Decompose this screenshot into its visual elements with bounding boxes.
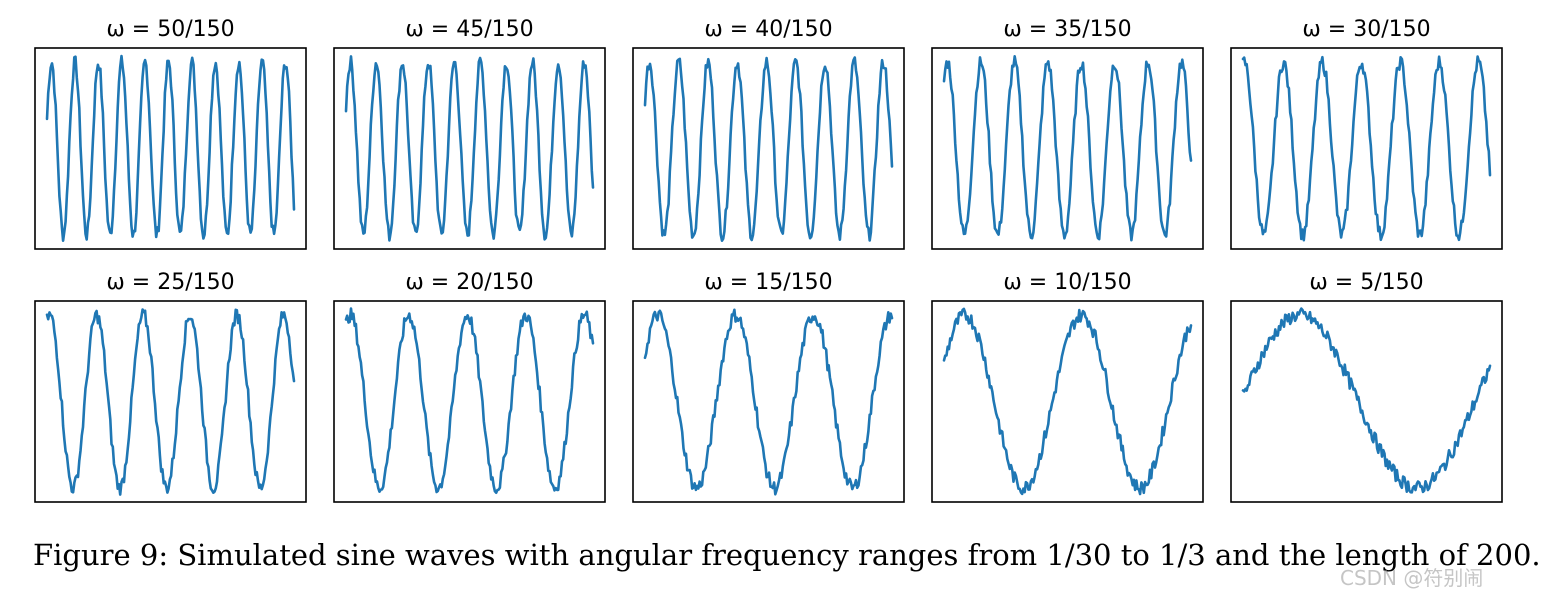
panel-title: ω = 45/150 <box>405 17 533 42</box>
sine-series-line <box>344 307 595 494</box>
panel-frame <box>931 47 1204 250</box>
panel-frame <box>333 47 606 250</box>
sine-series-line <box>1241 307 1492 494</box>
sine-series-line <box>344 55 595 242</box>
panel-frame <box>34 47 307 250</box>
panel-title: ω = 5/150 <box>1309 270 1423 295</box>
panel-title: ω = 25/150 <box>106 270 234 295</box>
panel-frame <box>1230 47 1503 250</box>
panel-frame <box>333 300 606 503</box>
sine-series-line <box>643 56 894 242</box>
sine-series-line <box>942 55 1193 242</box>
panel-frame <box>632 300 905 503</box>
watermark: CSDN @符别闹 <box>1340 566 1484 590</box>
panel-frame <box>1230 300 1503 503</box>
panel-frame <box>34 300 307 503</box>
figure-caption: Figure 9: Simulated sine waves with angu… <box>33 538 1541 572</box>
panel-title: ω = 40/150 <box>704 17 832 42</box>
sine-series-line <box>45 54 296 242</box>
sine-series-line <box>942 307 1193 496</box>
panel-title: ω = 10/150 <box>1003 270 1131 295</box>
sine-series-line <box>1241 55 1492 242</box>
panel-frame <box>632 47 905 250</box>
sine-series-line <box>643 308 894 496</box>
panel-title: ω = 15/150 <box>704 270 832 295</box>
panel-title: ω = 50/150 <box>106 17 234 42</box>
panel-title: ω = 35/150 <box>1003 17 1131 42</box>
panel-frame <box>931 300 1204 503</box>
sine-series-line <box>45 308 296 496</box>
panel-title: ω = 30/150 <box>1302 17 1430 42</box>
panels-group: ω = 50/150 ω = 45/150 ω = 40/150 ω = 35/150… <box>34 17 1503 503</box>
panel-title: ω = 20/150 <box>405 270 533 295</box>
